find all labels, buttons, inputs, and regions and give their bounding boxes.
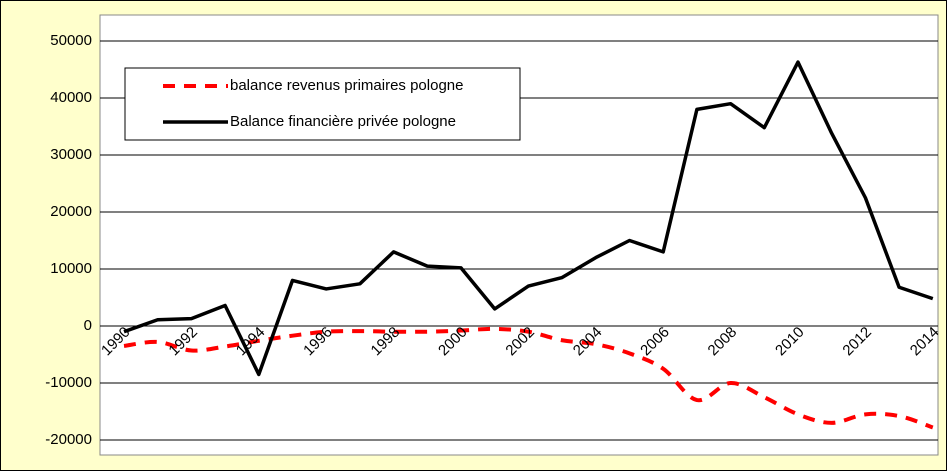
y-tick-label: 10000 (50, 260, 92, 277)
y-tick-label: 20000 (50, 203, 92, 220)
y-tick-label: 0 (84, 317, 92, 334)
legend-label: balance revenus primaires pologne (230, 77, 463, 94)
y-tick-label: 30000 (50, 146, 92, 163)
series-line (123, 326, 934, 430)
y-tick-label: -10000 (45, 374, 92, 391)
y-tick-label: 50000 (50, 32, 92, 49)
series-line (123, 60, 934, 377)
legend (124, 67, 521, 141)
y-tick-label: -20000 (45, 431, 92, 448)
y-tick-label: 40000 (50, 89, 92, 106)
legend-label: Balance financière privée pologne (230, 113, 456, 130)
